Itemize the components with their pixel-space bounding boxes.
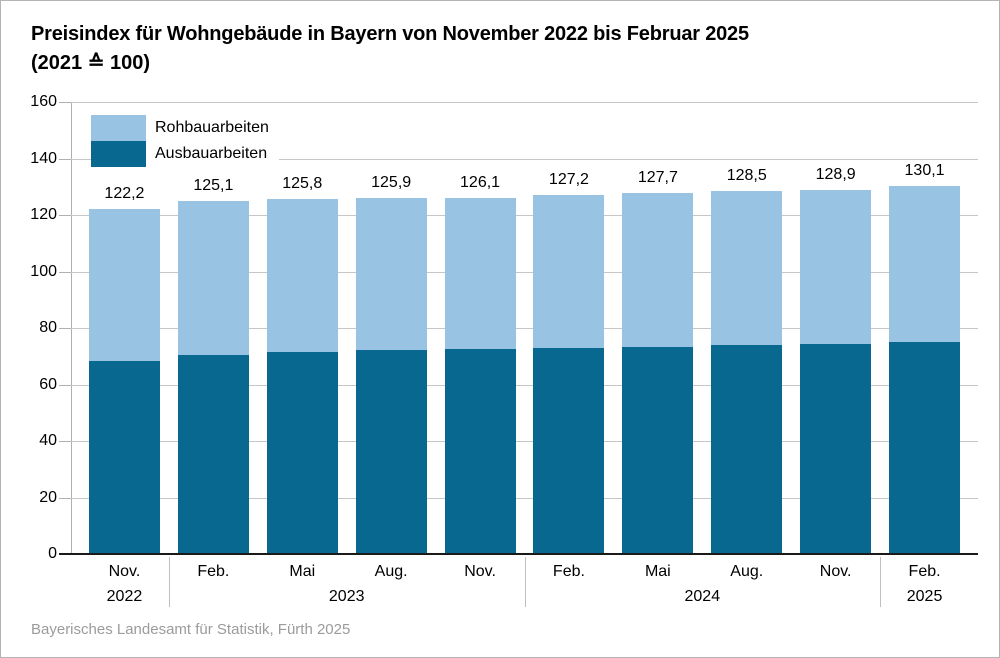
x-axis-group-divider <box>880 557 882 607</box>
bar-segment-ausbauarbeiten <box>266 352 338 554</box>
bar-segment-ausbauarbeiten <box>800 344 872 554</box>
y-axis-tick <box>59 497 71 499</box>
bar-segment-ausbauarbeiten <box>889 341 961 554</box>
x-axis-month-label: Feb. <box>552 563 585 580</box>
legend-label-ausbauarbeiten: Ausbauarbeiten <box>155 145 268 162</box>
x-axis-month-label: Feb. <box>197 563 230 580</box>
bar-value-label: 126,1 <box>460 173 501 191</box>
bar-value-label: 130,1 <box>904 162 945 180</box>
gridline <box>71 158 978 160</box>
bar-value-label: 128,5 <box>726 166 767 184</box>
x-axis-month-label: Mai <box>289 563 316 580</box>
bar-value-label: 127,2 <box>548 170 589 188</box>
x-axis-year-label: 2025 <box>906 588 943 605</box>
y-axis-label: 120 <box>30 206 57 223</box>
x-axis-line <box>59 553 978 555</box>
y-axis-tick <box>59 102 71 103</box>
y-axis-label: 20 <box>39 488 57 506</box>
bar-value-label: 125,1 <box>193 176 234 194</box>
y-axis-tick <box>59 328 71 329</box>
bar-value-label: 125,9 <box>371 174 412 192</box>
y-axis-tick <box>59 271 71 273</box>
bar-segment-rohbauarbeiten <box>355 198 427 351</box>
y-axis-tick <box>59 384 71 386</box>
y-axis-label: 100 <box>30 262 57 280</box>
x-axis-month-label: Nov. <box>819 563 852 580</box>
bar-segment-rohbauarbeiten <box>266 198 338 353</box>
gridline <box>71 215 978 216</box>
bar-segment-ausbauarbeiten <box>355 350 427 554</box>
gridline <box>71 441 978 442</box>
y-axis-label: 80 <box>39 319 57 336</box>
bar-segment-rohbauarbeiten <box>88 208 160 361</box>
y-axis-label: 140 <box>30 149 57 167</box>
legend: Rohbauarbeiten Ausbauarbeiten <box>91 115 279 167</box>
bar-segment-rohbauarbeiten <box>800 189 872 345</box>
y-axis-label: 0 <box>48 545 57 562</box>
y-axis-label: 160 <box>30 93 57 110</box>
bar-segment-ausbauarbeiten <box>622 346 694 554</box>
x-axis-month-label: Nov. <box>464 563 496 580</box>
gridline <box>71 328 978 329</box>
bar-segment-ausbauarbeiten <box>177 354 249 554</box>
bar-segment-ausbauarbeiten <box>444 349 516 554</box>
x-axis-month-label: Aug. <box>730 563 764 580</box>
y-axis-label: 60 <box>39 375 57 393</box>
gridline <box>71 384 978 386</box>
y-axis-tick <box>59 158 71 160</box>
bar-segment-ausbauarbeiten <box>533 347 605 554</box>
plot-area: Rohbauarbeiten Ausbauarbeiten 0 20 40 60 80 1… <box>30 93 978 607</box>
x-axis-year-label: 2022 <box>106 588 143 605</box>
x-axis-month-label: Aug. <box>374 563 408 580</box>
y-axis-tick <box>59 215 71 216</box>
gridline <box>71 102 978 103</box>
bar-segment-rohbauarbeiten <box>711 191 783 346</box>
x-axis-month-label: Feb. <box>908 563 941 580</box>
bar-value-label: 122,2 <box>104 184 145 202</box>
gridline <box>71 271 978 273</box>
bar-value-label: 128,9 <box>815 165 856 183</box>
legend-item-ausbauarbeiten: Ausbauarbeiten <box>91 141 269 167</box>
bar-segment-rohbauarbeiten <box>177 200 249 355</box>
x-axis-group-divider <box>524 557 526 607</box>
x-axis-month-label: Mai <box>644 563 671 580</box>
x-axis-year-label: 2024 <box>684 588 721 605</box>
bar-segment-rohbauarbeiten <box>444 197 516 350</box>
y-axis-tick <box>59 441 71 442</box>
x-axis-month-label: Nov. <box>108 563 141 580</box>
bar-segment-ausbauarbeiten <box>711 345 783 554</box>
legend-swatch-rohbauarbeiten <box>91 115 146 141</box>
chart-title: Preisindex für Wohngebäude in Bayern von… <box>31 23 749 45</box>
bar-segment-rohbauarbeiten <box>622 193 694 347</box>
legend-swatch-ausbauarbeiten <box>91 141 146 167</box>
legend-item-rohbauarbeiten: Rohbauarbeiten <box>91 115 269 141</box>
bar-value-label: 127,7 <box>637 169 678 187</box>
x-axis-group-divider <box>168 557 170 607</box>
y-axis-label: 40 <box>39 432 57 449</box>
bar-segment-ausbauarbeiten <box>88 360 160 554</box>
bar-segment-rohbauarbeiten <box>533 194 605 348</box>
legend-label-rohbauarbeiten: Rohbauarbeiten <box>155 119 269 136</box>
chart-subtitle: (2021 ≙ 100) <box>31 52 151 74</box>
gridline <box>71 497 978 499</box>
bar-value-label: 125,8 <box>282 174 323 192</box>
bar-segment-rohbauarbeiten <box>889 186 961 342</box>
source-note: Bayerisches Landesamt für Statistik, Für… <box>31 621 351 638</box>
x-axis-year-label: 2023 <box>328 588 365 605</box>
